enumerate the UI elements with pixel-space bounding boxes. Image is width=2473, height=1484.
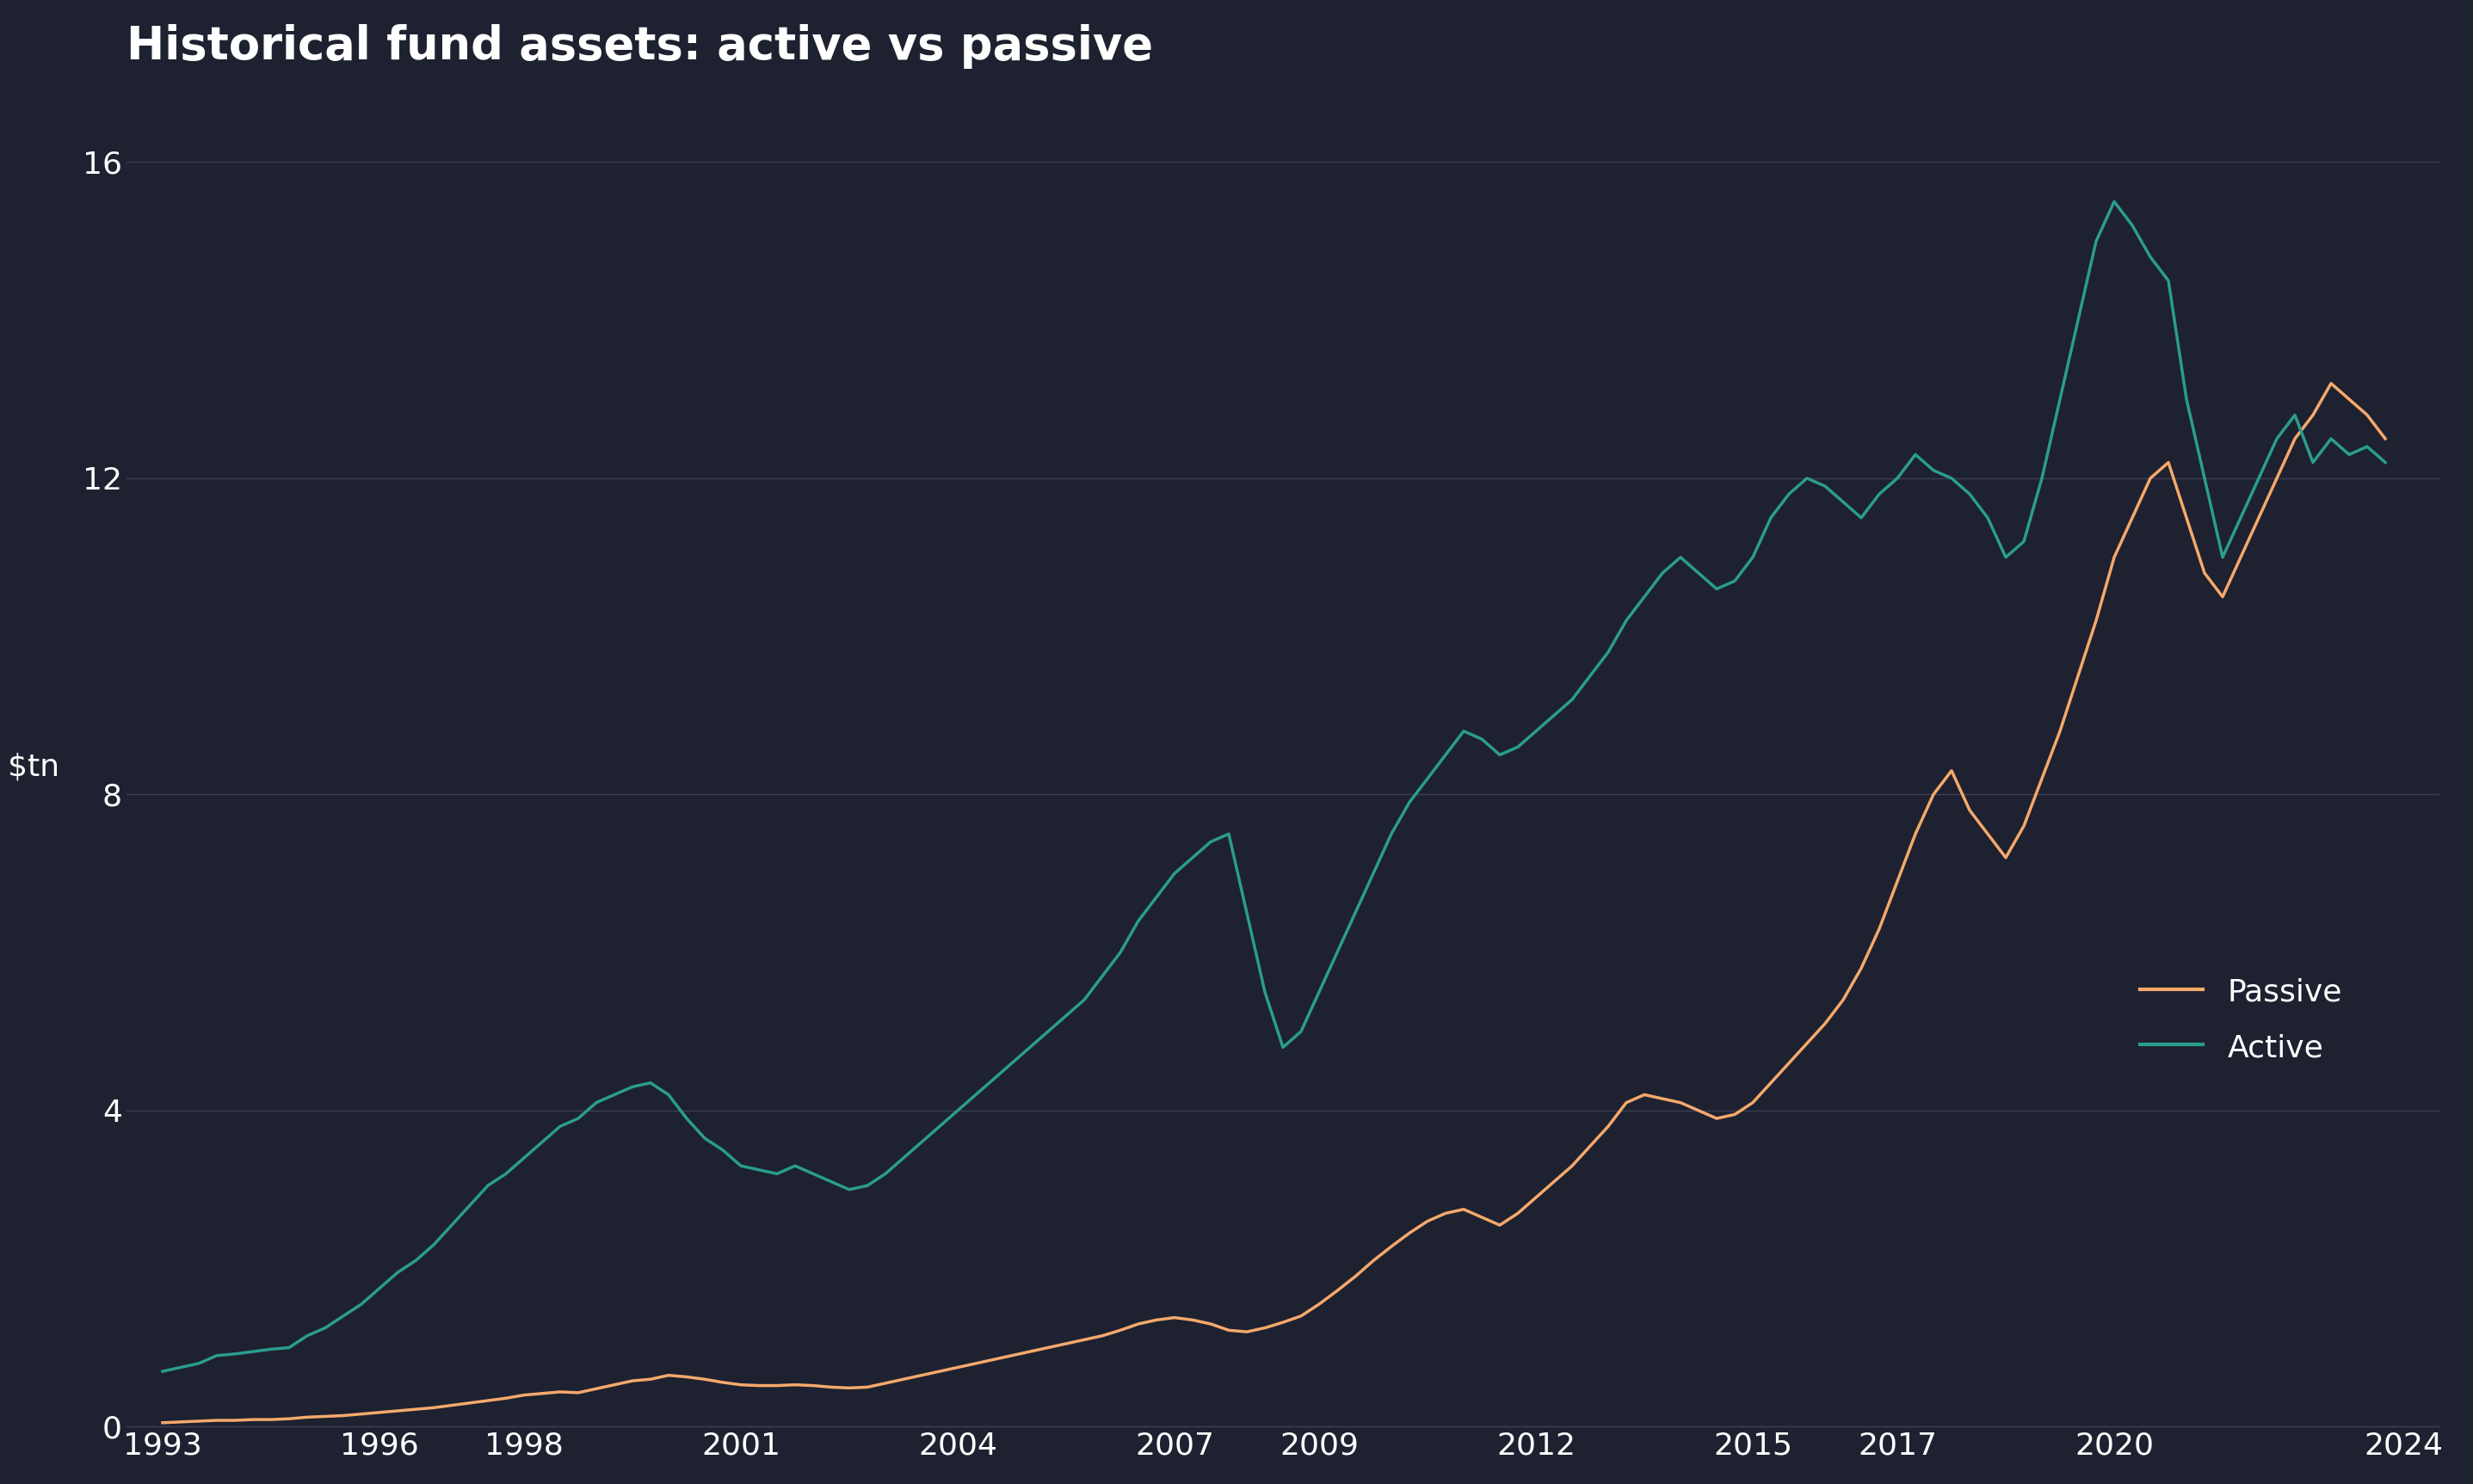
Active <box>292 1327 321 1345</box>
Active <box>2100 193 2129 211</box>
Passive <box>564 1383 594 1401</box>
Active <box>564 1110 594 1128</box>
Active <box>799 1165 828 1183</box>
Passive <box>148 1414 178 1432</box>
Active <box>1123 913 1152 930</box>
Line: Active: Active <box>163 202 2386 1371</box>
Y-axis label: $tn: $tn <box>7 752 59 782</box>
Text: Historical fund assets: active vs passive: Historical fund assets: active vs passiv… <box>126 24 1152 68</box>
Passive <box>2372 430 2401 448</box>
Active <box>2372 454 2401 472</box>
Active <box>1432 746 1462 764</box>
Legend: Passive, Active: Passive, Active <box>2127 965 2354 1076</box>
Passive <box>799 1377 828 1395</box>
Passive <box>1432 1205 1462 1223</box>
Passive <box>166 1413 195 1431</box>
Passive <box>2317 374 2347 392</box>
Active <box>166 1358 195 1376</box>
Passive <box>292 1408 321 1426</box>
Passive <box>1123 1315 1152 1333</box>
Active <box>148 1362 178 1380</box>
Line: Passive: Passive <box>163 383 2386 1423</box>
